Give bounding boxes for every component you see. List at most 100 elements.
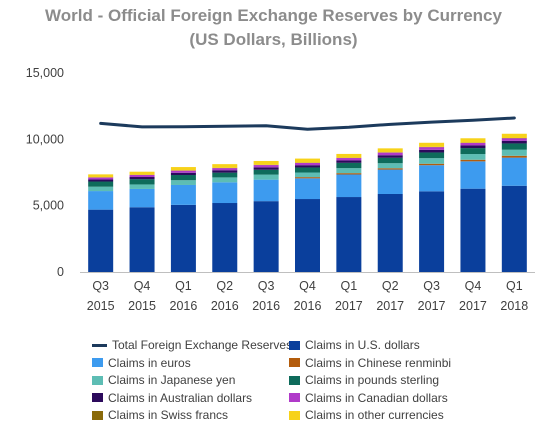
legend-color-swatch — [92, 375, 103, 385]
bar-segment-6-10 — [501, 138, 527, 141]
bar-segment-4-1 — [129, 179, 155, 185]
legend-item: Claims in pounds sterling — [289, 372, 439, 388]
x-tick-label-quarter: Q3 — [92, 279, 109, 293]
bar-segment-4-8 — [419, 152, 445, 159]
bar-segment-0-0 — [88, 209, 114, 272]
bar-segment-8-5 — [295, 158, 320, 163]
bar-segment-3-1 — [129, 184, 155, 189]
bar-segment-1-3 — [212, 182, 238, 204]
legend-item: Claims in Australian dollars — [92, 390, 252, 406]
bar-segment-4-7 — [377, 157, 403, 164]
bar-segment-6-3 — [212, 168, 238, 171]
x-tick-label-year: 2018 — [500, 299, 528, 313]
legend-label: Claims in Canadian dollars — [305, 390, 448, 405]
bar-segment-8-6 — [336, 153, 362, 158]
bar-segment-2-10 — [501, 155, 527, 158]
bar-segment-8-4 — [253, 160, 279, 165]
legend-item: Claims in Canadian dollars — [289, 390, 448, 406]
x-tick-label-quarter: Q1 — [175, 279, 192, 293]
bar-segment-6-9 — [460, 142, 486, 146]
x-tick-label-year: 2017 — [376, 299, 404, 313]
x-tick-label-year: 2016 — [211, 299, 239, 313]
legend-color-swatch — [92, 393, 103, 402]
legend-color-swatch — [92, 358, 103, 367]
legend-item: Claims in other currencies — [289, 407, 444, 423]
legend-line-swatch — [92, 343, 107, 347]
bar-segment-2-6 — [336, 173, 362, 175]
bar-segment-8-2 — [170, 167, 196, 171]
legend-item: Claims in Swiss francs — [92, 407, 228, 423]
legend-label: Claims in pounds sterling — [305, 373, 440, 387]
bar-segment-8-0 — [88, 174, 114, 178]
x-tick-label-year: 2015 — [128, 299, 156, 313]
bar-segment-1-8 — [419, 165, 445, 192]
bar-segment-0-8 — [419, 191, 445, 272]
x-tick-label-quarter: Q3 — [258, 279, 275, 293]
bar-segment-4-3 — [212, 172, 238, 178]
bar-segment-5-4 — [253, 167, 279, 170]
y-axis: 0 5,000 10,000 15,000 — [26, 66, 64, 279]
bar-segment-4-9 — [460, 148, 486, 155]
bar-segment-0-10 — [501, 185, 527, 272]
bar-segment-5-6 — [336, 160, 362, 163]
legend-item: Claims in Chinese renminbi — [289, 355, 451, 371]
legend-color-swatch — [92, 410, 103, 420]
bar-segment-0-1 — [129, 207, 155, 272]
bar-segment-0-5 — [295, 199, 320, 272]
bar-segment-2-9 — [460, 159, 486, 162]
bar-segment-5-8 — [419, 149, 445, 153]
legend-label: Claims in other currencies — [305, 408, 444, 422]
bar-segment-3-6 — [336, 168, 362, 174]
bar-segment-8-9 — [460, 138, 486, 143]
bar-segment-0-3 — [212, 203, 238, 272]
x-tick-label-quarter: Q1 — [506, 279, 523, 293]
bar-segment-6-7 — [377, 152, 403, 156]
legend-color-swatch — [289, 410, 300, 420]
legend-item: Claims in U.S. dollars — [289, 337, 420, 353]
bar-segment-6-4 — [253, 165, 279, 168]
bar-segment-5-7 — [377, 155, 403, 158]
y-tick-label: 0 — [57, 265, 64, 279]
x-tick-label-quarter: Q2 — [382, 279, 399, 293]
legend-item: Claims in Japanese yen — [92, 372, 235, 388]
legend-color-swatch — [289, 393, 300, 402]
bars — [88, 133, 527, 272]
bar-segment-3-10 — [501, 149, 527, 156]
x-tick-label-quarter: Q2 — [216, 279, 233, 293]
x-tick-label-year: 2016 — [294, 299, 322, 313]
bar-segment-6-5 — [295, 162, 320, 166]
legend-label: Claims in U.S. dollars — [305, 338, 420, 352]
bar-segment-6-6 — [336, 158, 362, 161]
bar-segment-5-5 — [295, 165, 320, 168]
bar-segment-3-3 — [212, 177, 238, 183]
bar-segment-0-7 — [377, 193, 403, 272]
x-tick-label-quarter: Q1 — [341, 279, 358, 293]
bar-segment-3-0 — [88, 186, 114, 192]
legend-item: Claims in euros — [92, 355, 191, 371]
bar-segment-6-1 — [129, 175, 155, 178]
bar-segment-4-6 — [336, 162, 362, 169]
bar-segment-2-8 — [419, 163, 445, 166]
bar-segment-3-2 — [170, 180, 196, 185]
bar-segment-8-1 — [129, 171, 155, 175]
bar-segment-1-9 — [460, 161, 486, 189]
x-tick-label-year: 2017 — [418, 299, 446, 313]
chart-area: 0 5,000 10,000 15,000 Q3 2015 Q4 2015 Q1 2016 Q2 2… — [26, 66, 535, 313]
legend-color-swatch — [289, 358, 300, 367]
bar-segment-8-10 — [501, 133, 527, 139]
x-tick-label-year: 2016 — [170, 299, 198, 313]
y-tick-label: 10,000 — [26, 132, 64, 146]
bar-segment-1-4 — [253, 179, 279, 202]
bar-segment-4-10 — [501, 143, 527, 150]
bar-segment-1-5 — [295, 178, 320, 200]
bar-segment-4-4 — [253, 169, 279, 175]
legend-label: Claims in Australian dollars — [108, 390, 253, 405]
bar-segment-3-4 — [253, 174, 279, 180]
bar-segment-1-0 — [88, 191, 114, 210]
chart-title: World - Official Foreign Exchange Reserv… — [45, 6, 502, 25]
legend-item: Total Foreign Exchange Reserves — [92, 337, 292, 353]
bar-segment-5-0 — [88, 179, 114, 182]
bar-segment-8-3 — [212, 164, 238, 168]
legend-label: Total Foreign Exchange Reserves — [112, 338, 293, 352]
legend-label: Claims in Japanese yen — [108, 373, 236, 387]
